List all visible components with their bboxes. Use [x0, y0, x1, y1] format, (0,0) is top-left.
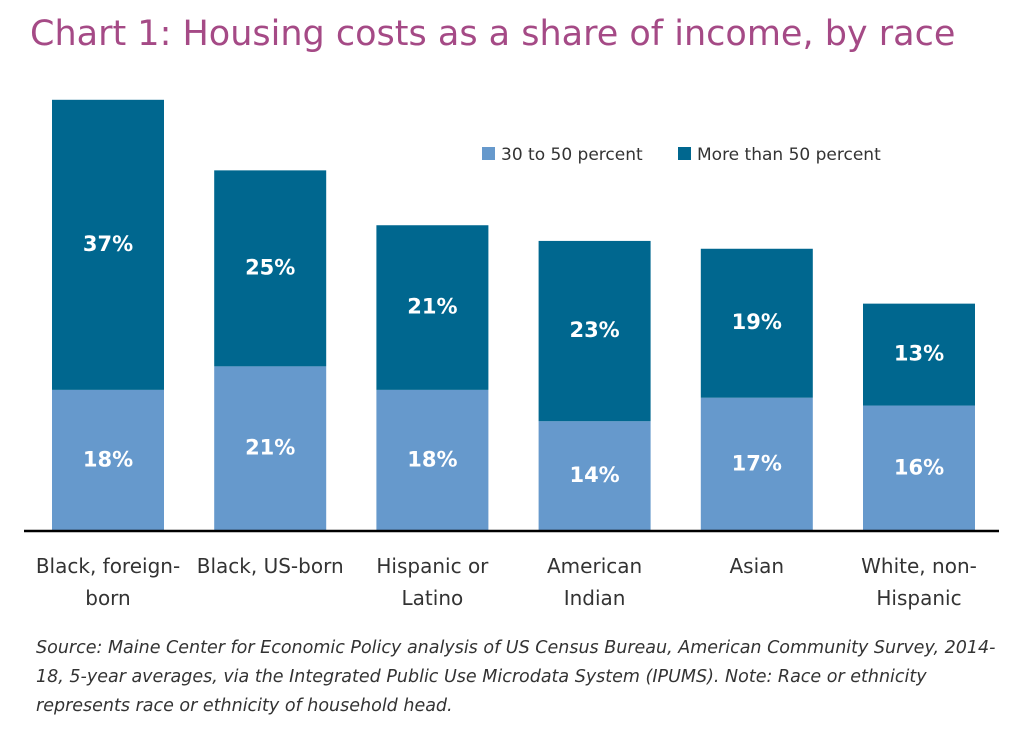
category-label-3-line-1: Indian — [564, 586, 626, 610]
bar-lower-0 — [52, 389, 164, 531]
data-label-upper-0: 37% — [83, 232, 133, 256]
category-label-0-line-0: Black, foreign- — [36, 554, 180, 578]
data-label-lower-3: 14% — [569, 463, 619, 487]
bar-lower-2 — [376, 389, 489, 531]
category-label-3-line-0: American — [547, 554, 642, 578]
category-label-5-line-1: Hispanic — [876, 586, 961, 610]
data-label-upper-3: 23% — [569, 318, 619, 342]
category-label-2-line-1: Latino — [402, 586, 464, 610]
legend-swatch-0 — [482, 147, 495, 160]
bar-upper-0 — [52, 99, 164, 390]
data-label-lower-4: 17% — [732, 451, 782, 475]
bar-lower-4 — [700, 397, 813, 531]
category-label-0-line-1: born — [85, 586, 130, 610]
category-label-2-line-0: Hispanic or — [376, 554, 489, 578]
bar-upper-2 — [376, 225, 489, 390]
data-label-upper-2: 21% — [407, 295, 457, 319]
legend-swatch-1 — [678, 147, 691, 160]
source-note: Source: Maine Center for Economic Policy… — [36, 638, 996, 716]
bar-lower-1 — [214, 366, 327, 531]
bar-upper-5 — [863, 303, 975, 406]
bar-lower-3 — [538, 421, 651, 531]
data-label-lower-5: 16% — [894, 455, 944, 479]
data-label-lower-2: 18% — [407, 447, 457, 471]
bar-upper-3 — [538, 240, 651, 422]
data-label-lower-1: 21% — [245, 436, 295, 460]
data-label-upper-5: 13% — [894, 342, 944, 366]
bar-upper-1 — [214, 170, 327, 367]
data-label-lower-0: 18% — [83, 447, 133, 471]
chart-title: Chart 1: Housing costs as a share of inc… — [30, 14, 956, 54]
category-label-1-line-0: Black, US-born — [197, 554, 344, 578]
data-label-upper-1: 25% — [245, 255, 295, 279]
legend-label-0: 30 to 50 percent — [501, 145, 643, 165]
data-label-upper-4: 19% — [732, 310, 782, 334]
bar-upper-4 — [700, 248, 813, 398]
category-label-4-line-0: Asian — [730, 554, 785, 578]
category-label-5-line-0: White, non- — [861, 554, 977, 578]
bar-lower-5 — [863, 405, 975, 531]
legend-label-1: More than 50 percent — [697, 145, 881, 165]
